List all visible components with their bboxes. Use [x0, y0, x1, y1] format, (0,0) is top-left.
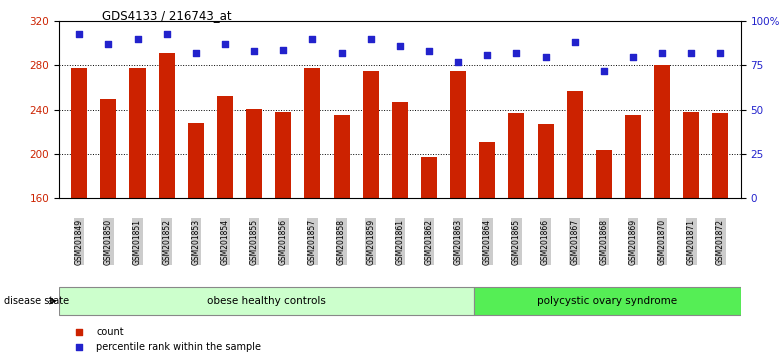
Text: GDS4133 / 216743_at: GDS4133 / 216743_at — [102, 9, 231, 22]
Bar — [625, 115, 641, 198]
Point — [626, 54, 639, 59]
Point — [219, 41, 231, 47]
Text: GSM201862: GSM201862 — [424, 219, 434, 264]
Bar — [275, 112, 292, 198]
Text: GSM201854: GSM201854 — [220, 218, 230, 265]
Text: obese healthy controls: obese healthy controls — [207, 296, 326, 306]
Point — [539, 54, 552, 59]
Bar — [713, 113, 728, 198]
Point — [714, 50, 727, 56]
Point — [102, 41, 114, 47]
Point — [73, 344, 85, 350]
Bar — [129, 68, 146, 198]
Bar — [684, 112, 699, 198]
Bar — [538, 124, 554, 198]
Text: GSM201858: GSM201858 — [337, 219, 346, 264]
Point — [597, 68, 610, 74]
Bar — [246, 109, 262, 198]
Text: GSM201870: GSM201870 — [658, 218, 666, 265]
Point — [568, 40, 581, 45]
Point — [336, 50, 348, 56]
Text: GSM201855: GSM201855 — [249, 218, 259, 265]
Point — [423, 48, 435, 54]
Text: disease state: disease state — [4, 296, 69, 306]
Text: GSM201850: GSM201850 — [103, 218, 113, 265]
Text: GSM201871: GSM201871 — [687, 219, 696, 264]
Bar — [450, 71, 466, 198]
Bar — [304, 68, 321, 198]
Bar — [479, 142, 495, 198]
Point — [685, 50, 698, 56]
Text: GSM201861: GSM201861 — [395, 219, 405, 264]
Text: GSM201852: GSM201852 — [162, 219, 171, 264]
Point — [510, 50, 523, 56]
Point — [656, 50, 669, 56]
Bar — [508, 113, 524, 198]
Text: GSM201859: GSM201859 — [366, 218, 376, 265]
Bar — [363, 71, 379, 198]
Bar — [217, 97, 233, 198]
Text: GSM201865: GSM201865 — [512, 218, 521, 265]
Point — [394, 43, 406, 49]
Text: GSM201864: GSM201864 — [483, 218, 492, 265]
Text: polycystic ovary syndrome: polycystic ovary syndrome — [537, 296, 677, 306]
Bar — [392, 102, 408, 198]
Point — [161, 31, 173, 36]
FancyBboxPatch shape — [59, 287, 474, 315]
Point — [248, 48, 260, 54]
Bar — [71, 68, 87, 198]
Point — [131, 36, 143, 42]
Point — [73, 31, 85, 36]
Text: GSM201869: GSM201869 — [629, 218, 637, 265]
Bar — [333, 115, 350, 198]
Point — [481, 52, 494, 58]
Bar — [654, 65, 670, 198]
Text: GSM201866: GSM201866 — [541, 218, 550, 265]
Point — [190, 50, 202, 56]
Text: GSM201868: GSM201868 — [600, 219, 608, 264]
Point — [277, 47, 289, 52]
Text: GSM201849: GSM201849 — [74, 218, 84, 265]
Text: GSM201856: GSM201856 — [279, 218, 288, 265]
Text: GSM201863: GSM201863 — [454, 218, 463, 265]
Bar — [100, 99, 116, 198]
Bar — [158, 53, 175, 198]
Text: count: count — [96, 327, 124, 337]
Bar — [188, 123, 204, 198]
Text: GSM201867: GSM201867 — [570, 218, 579, 265]
Text: GSM201872: GSM201872 — [716, 219, 725, 264]
Text: GSM201857: GSM201857 — [308, 218, 317, 265]
Bar — [421, 157, 437, 198]
Point — [452, 59, 464, 65]
Bar — [596, 149, 612, 198]
Bar — [567, 91, 583, 198]
Text: percentile rank within the sample: percentile rank within the sample — [96, 342, 261, 352]
Point — [73, 329, 85, 335]
FancyBboxPatch shape — [474, 287, 741, 315]
Point — [306, 36, 318, 42]
Text: GSM201853: GSM201853 — [191, 218, 200, 265]
Text: GSM201851: GSM201851 — [133, 219, 142, 264]
Point — [365, 36, 377, 42]
